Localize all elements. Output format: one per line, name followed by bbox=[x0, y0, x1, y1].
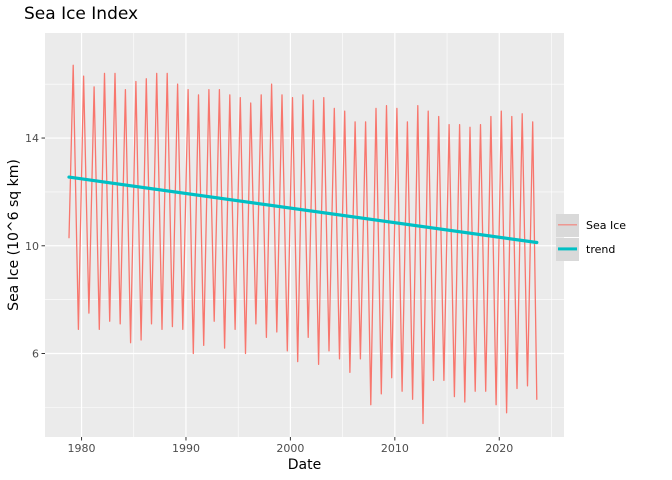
chart-title: Sea Ice Index bbox=[24, 4, 139, 24]
x-tick-label: 2000 bbox=[276, 442, 304, 455]
y-tick-label: 6 bbox=[32, 348, 39, 361]
legend-item-sea-ice: Sea Ice bbox=[556, 213, 626, 237]
series-line-sea-ice bbox=[68, 64, 538, 425]
y-tick-label: 10 bbox=[25, 240, 39, 253]
legend-key-trend bbox=[556, 237, 579, 261]
axis-layer: 1980 1990 2000 2010 2020 6 10 14 bbox=[25, 132, 513, 455]
y-axis-title: Sea Ice (10^6 sq km) bbox=[6, 159, 22, 311]
x-tick-label: 2010 bbox=[381, 442, 409, 455]
grid-minor bbox=[45, 33, 564, 437]
x-axis-title: Date bbox=[288, 457, 321, 473]
legend-label-sea-ice: Sea Ice bbox=[586, 218, 627, 232]
legend-item-trend: trend bbox=[556, 237, 626, 261]
series-line-trend bbox=[67, 175, 539, 245]
x-tick-label: 1980 bbox=[68, 442, 96, 455]
legend-key-sea-ice bbox=[556, 213, 579, 237]
x-tick-label: 1990 bbox=[172, 442, 200, 455]
legend: Sea Ice trend bbox=[556, 213, 626, 261]
legend-label-trend: trend bbox=[586, 242, 616, 256]
legend-swatch-trend bbox=[558, 247, 577, 251]
series-layer bbox=[67, 64, 539, 425]
legend-swatch-sea-ice bbox=[558, 224, 577, 226]
y-tick-label: 14 bbox=[25, 132, 39, 145]
x-tick-label: 2020 bbox=[485, 442, 513, 455]
